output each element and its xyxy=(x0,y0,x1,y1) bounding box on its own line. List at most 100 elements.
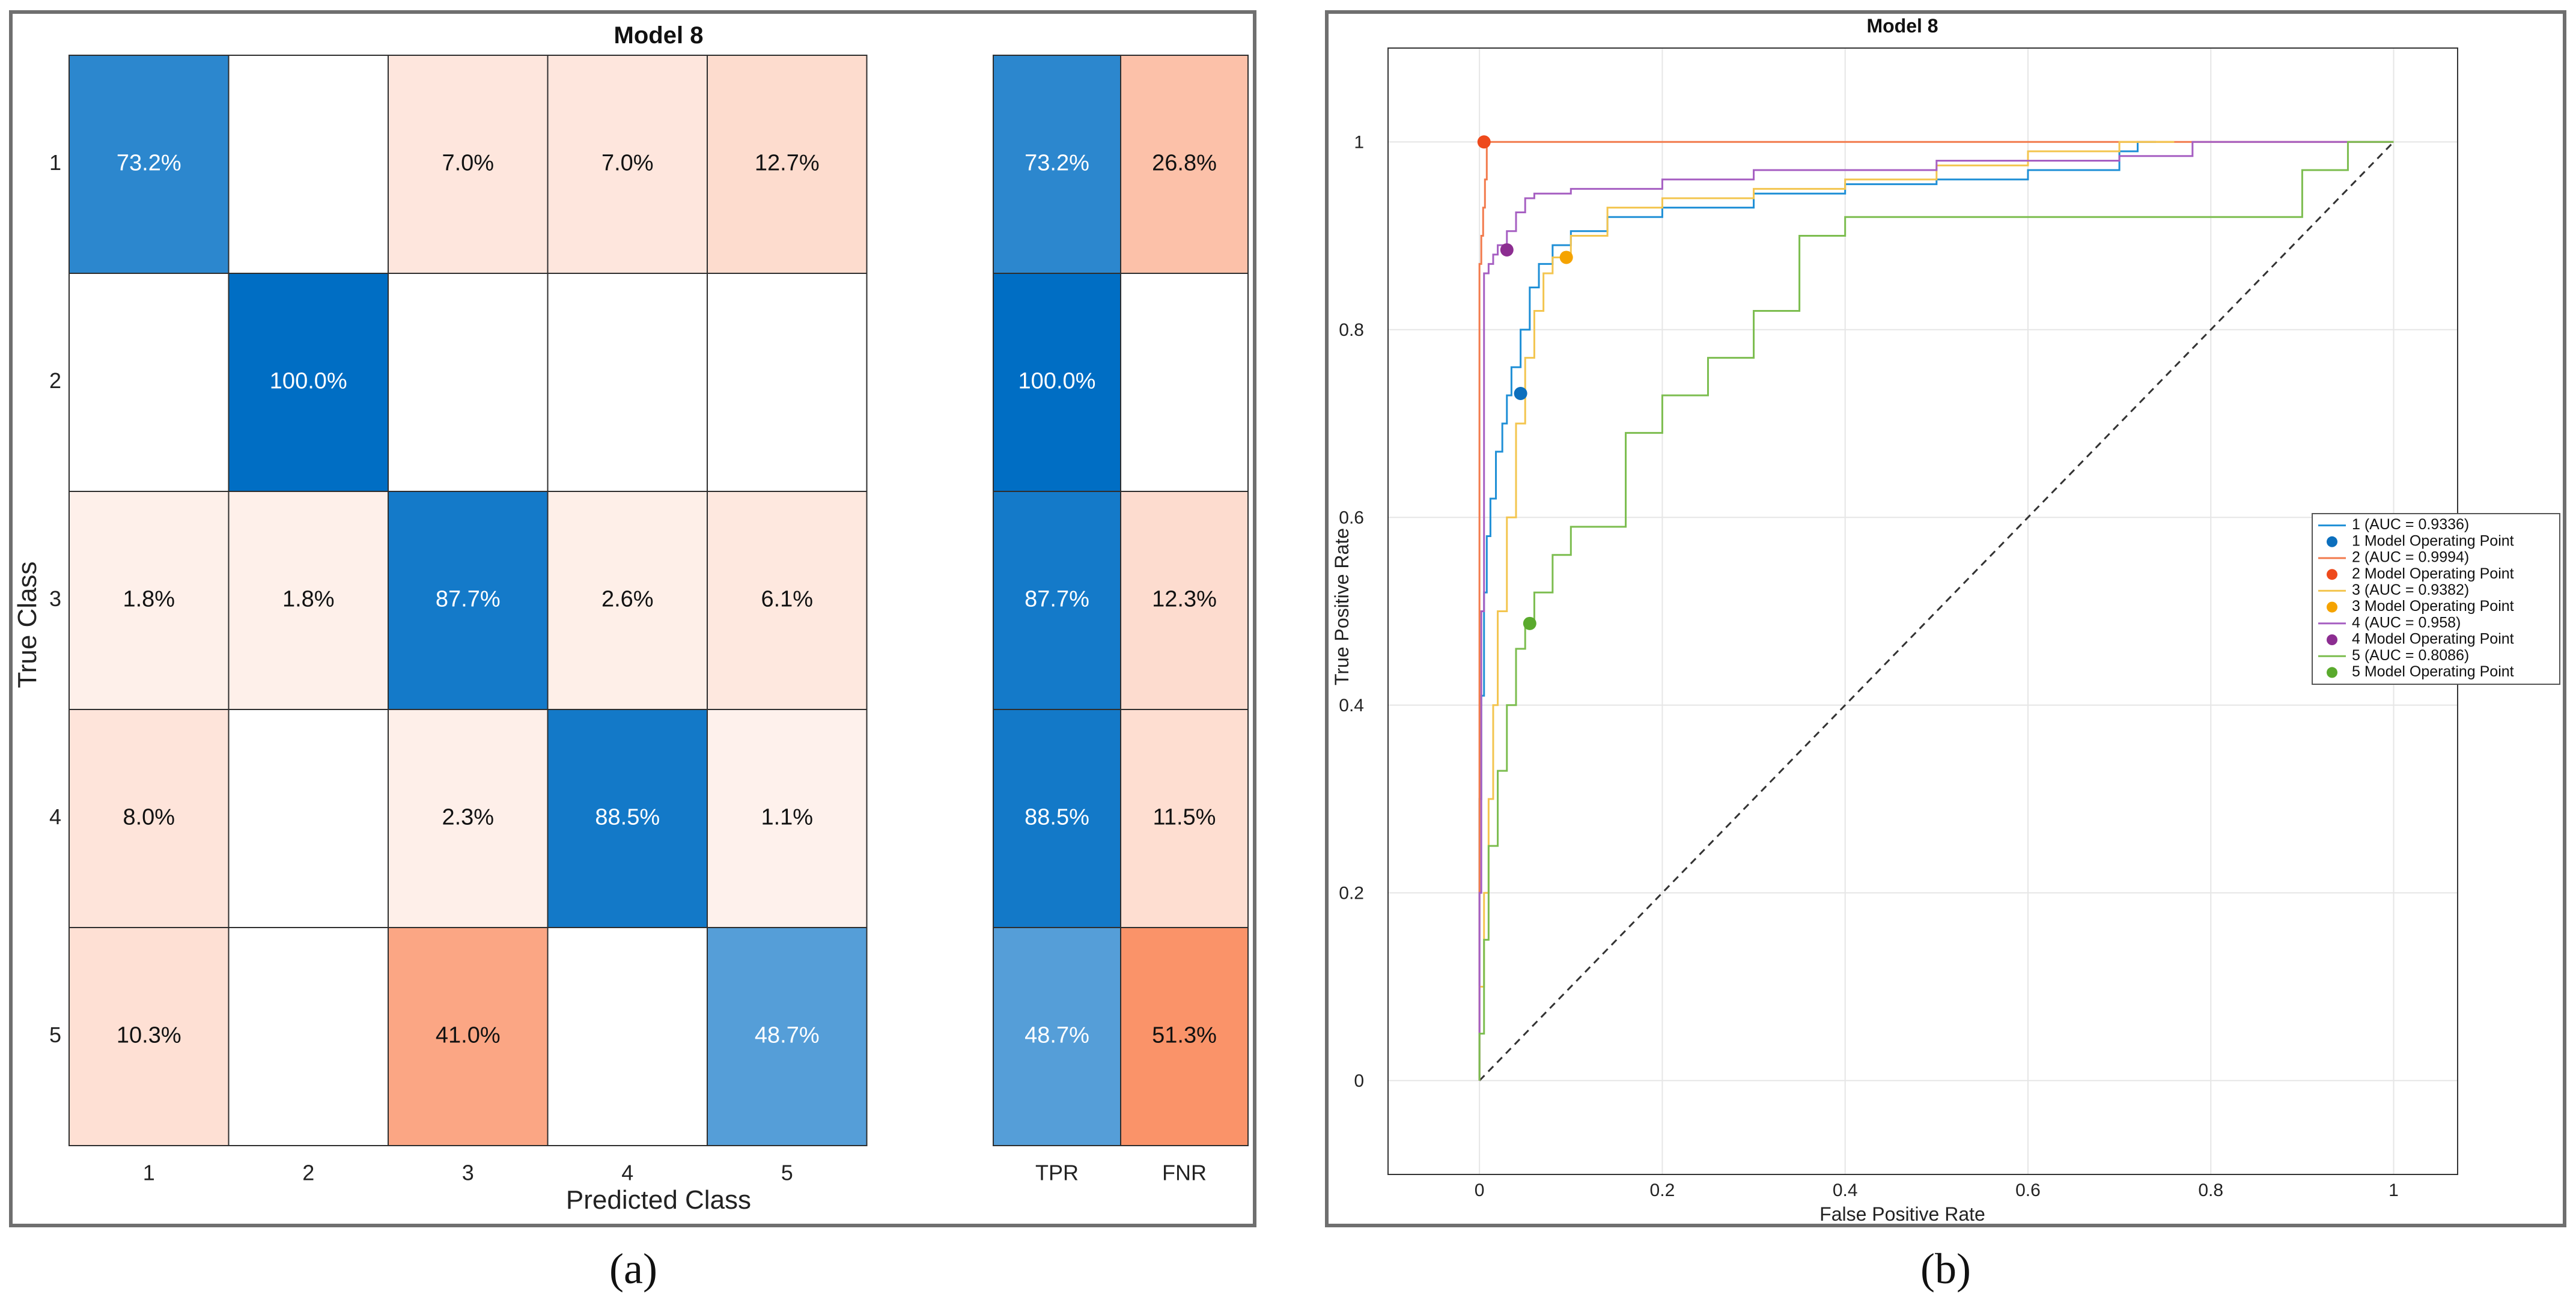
fnr-value-3: 12.3% xyxy=(1152,587,1217,612)
cm-value-2-2: 100.0% xyxy=(270,369,347,394)
legend-op-label-1: 1 Model Operating Point xyxy=(2352,532,2514,549)
cm-value-5-5: 48.7% xyxy=(755,1023,820,1048)
cm-value-5-1: 10.3% xyxy=(117,1023,181,1048)
roc-operating-point-1 xyxy=(1514,387,1527,400)
legend-op-label-3: 3 Model Operating Point xyxy=(2352,598,2514,615)
cm-value-1-3: 7.0% xyxy=(442,151,494,176)
roc-ytick-1: 0.2 xyxy=(1339,883,1364,903)
cm-cell-4-5 xyxy=(707,709,868,928)
true-class-tick-1: 1 xyxy=(49,150,61,175)
roc-operating-point-2 xyxy=(1477,135,1491,149)
cm-cell-4-2 xyxy=(228,709,389,928)
legend-marker-4 xyxy=(2327,634,2337,645)
tpr-value-5: 48.7% xyxy=(1025,1023,1089,1048)
cm-cell-4-1 xyxy=(69,709,230,928)
cm-cell-1-3 xyxy=(388,55,549,274)
subfigure-label-a: (a) xyxy=(609,1245,657,1293)
roc-curve-5 xyxy=(1478,141,2394,1081)
cm-value-4-5: 1.1% xyxy=(761,805,813,830)
cm-value-1-4: 7.0% xyxy=(601,151,654,176)
cm-value-4-4: 88.5% xyxy=(595,805,660,830)
roc-ytick-2: 0.4 xyxy=(1339,696,1364,715)
roc-curve-3 xyxy=(1478,141,2175,1081)
fnr-value-5: 51.3% xyxy=(1152,1023,1217,1048)
roc-legend: 1 (AUC = 0.9336)1 Model Operating Point2… xyxy=(2312,513,2560,685)
roc-ticks: 0 0.2 0.4 0.6 0.8 1 0 0.2 0.4 0.6 0.8 1 xyxy=(1339,132,2399,1200)
legend-marker-1 xyxy=(2327,536,2337,547)
legend-label-5: 5 (AUC = 0.8086) xyxy=(2352,647,2469,664)
fnr-cell-1 xyxy=(1120,55,1249,274)
cm-cell-5-5 xyxy=(707,927,868,1146)
roc-operating-points xyxy=(1477,135,1573,630)
predicted-class-tick-1: 1 xyxy=(143,1161,155,1185)
predicted-class-tick-5: 5 xyxy=(781,1161,793,1185)
cm-cell-1-2 xyxy=(228,55,389,274)
predicted-class-label: Predicted Class xyxy=(566,1185,751,1215)
fnr-value-4: 11.5% xyxy=(1153,805,1216,830)
cm-cell-2-4 xyxy=(547,273,708,492)
tpr-cell-3 xyxy=(993,491,1121,710)
cm-value-3-4: 2.6% xyxy=(601,587,654,612)
roc-y-label: True Positive Rate xyxy=(1331,528,1353,685)
cm-cell-5-3 xyxy=(388,927,549,1146)
cm-cell-2-5 xyxy=(707,273,868,492)
roc-xtick-2: 0.4 xyxy=(1833,1180,1858,1200)
cm-cell-2-3 xyxy=(388,273,549,492)
confusion-panel: Model 8 73.2% 7.0% 7.0% 12.7% 100.0% 1.8% 1.8%… xyxy=(9,10,1256,1227)
legend-label-3: 3 (AUC = 0.9382) xyxy=(2352,582,2469,598)
tpr-value-4: 88.5% xyxy=(1025,805,1089,830)
roc-ytick-5: 1 xyxy=(1354,132,1364,152)
legend-op-label-2: 2 Model Operating Point xyxy=(2352,565,2514,582)
tpr-value-2: 100.0% xyxy=(1019,369,1096,394)
fnr-cell-2 xyxy=(1120,273,1249,492)
legend-op-label-5: 5 Model Operating Point xyxy=(2352,663,2514,680)
true-class-tick-5: 5 xyxy=(49,1022,61,1047)
roc-curve-1 xyxy=(1478,141,2156,1081)
roc-title: Model 8 xyxy=(1866,15,1938,37)
cm-cell-1-5 xyxy=(707,55,868,274)
true-class-ticks: 1 2 3 4 5 xyxy=(49,150,61,1047)
predicted-class-ticks: 1 2 3 4 5 xyxy=(143,1161,793,1185)
tpr-cell-2 xyxy=(993,273,1121,492)
roc-ytick-4: 0.8 xyxy=(1339,320,1364,340)
tpr-value-1: 73.2% xyxy=(1025,151,1089,176)
legend-op-label-4: 4 Model Operating Point xyxy=(2352,631,2514,648)
fnr-cell-3 xyxy=(1120,491,1249,710)
true-class-tick-4: 4 xyxy=(49,804,61,829)
cm-cell-5-1 xyxy=(69,927,230,1146)
fnr-cell-5 xyxy=(1120,927,1249,1146)
cm-value-3-1: 1.8% xyxy=(123,587,175,612)
predicted-class-tick-2: 2 xyxy=(302,1161,314,1185)
cm-cell-1-4 xyxy=(547,55,708,274)
tpr-cell-1 xyxy=(993,55,1121,274)
true-class-tick-2: 2 xyxy=(49,368,61,393)
cm-cell-4-4 xyxy=(547,709,708,928)
cm-cell-3-1 xyxy=(69,491,230,710)
roc-x-label: False Positive Rate xyxy=(1819,1203,1985,1225)
predicted-class-tick-4: 4 xyxy=(621,1161,633,1185)
fnr-value-1: 26.8% xyxy=(1152,151,1217,176)
confusion-matrix: 73.2% 7.0% 7.0% 12.7% 100.0% 1.8% 1.8% 87.7% 2.6… xyxy=(69,55,868,1146)
roc-operating-point-3 xyxy=(1559,251,1573,264)
cm-cell-5-4 xyxy=(547,927,708,1146)
true-class-label: True Class xyxy=(13,561,42,688)
fnr-cell-4 xyxy=(1120,709,1249,928)
roc-panel: Model 8 0 0.2 0.4 0.6 0.8 1 0 0.2 0.4 0.6 0.8 1 Fal… xyxy=(1325,10,2566,1227)
cm-value-3-3: 87.7% xyxy=(436,587,501,612)
subfigure-label-b: (b) xyxy=(1920,1245,1971,1293)
roc-xtick-5: 1 xyxy=(2389,1180,2399,1200)
legend-marker-3 xyxy=(2327,601,2337,613)
roc-xtick-3: 0.6 xyxy=(2015,1180,2041,1200)
roc-chance-line xyxy=(1479,141,2395,1081)
tpr-fnr-summary: 73.2% 26.8% 100.0% 87.7% 12.3% 88.5% 11.5% 48.7… xyxy=(993,55,1249,1146)
roc-ytick-3: 0.6 xyxy=(1339,508,1364,527)
true-class-tick-3: 3 xyxy=(49,586,61,611)
cm-cell-4-3 xyxy=(388,709,549,928)
confusion-title: Model 8 xyxy=(614,22,704,49)
roc-curve-4 xyxy=(1478,141,2394,1081)
cm-value-4-1: 8.0% xyxy=(123,805,175,830)
cm-value-1-5: 12.7% xyxy=(755,151,820,176)
predicted-class-tick-3: 3 xyxy=(462,1161,474,1185)
roc-legend-box xyxy=(2312,513,2560,685)
